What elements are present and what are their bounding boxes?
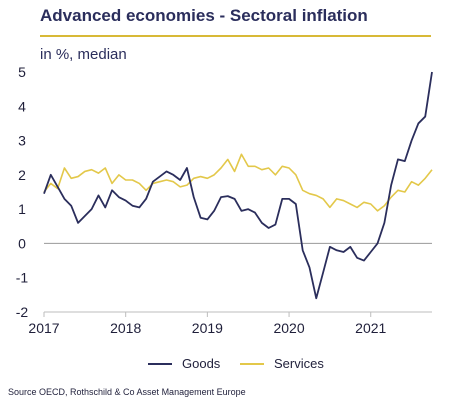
series-line-services [43,153,433,212]
y-tick-label: 0 [18,235,26,251]
legend-swatch-services [240,362,264,365]
legend-item-goods: Goods [148,356,220,371]
y-tick-label: 4 [18,98,26,114]
y-axis-ticks: 5 4 3 2 1 0 -1 -2 [16,64,29,320]
legend-label-services: Services [274,356,324,371]
x-tick-label: 2021 [355,320,386,336]
legend-item-services: Services [240,356,324,371]
legend-label-goods: Goods [182,356,221,371]
y-tick-label: 2 [18,167,26,183]
x-tick-label: 2020 [273,320,304,336]
source-note: Source OECD, Rothschild & Co Asset Manag… [8,387,246,397]
x-tick-label: 2017 [28,320,59,336]
y-tick-label: -1 [16,270,29,286]
y-tick-label: 3 [18,133,26,149]
legend-swatch-goods [148,362,172,365]
series-lines [43,71,433,300]
x-tick-label: 2018 [110,320,141,336]
title-underline [40,35,431,37]
y-tick-label: 1 [18,201,26,217]
x-axis-ticks: 2017 2018 2019 2020 2021 [28,312,387,336]
x-tick-label: 2019 [192,320,223,336]
y-tick-label: 5 [18,64,26,80]
chart-subtitle: in %, median [40,46,127,63]
y-tick-label: -2 [16,304,29,320]
legend: Goods Services [0,356,455,376]
chart-title: Advanced economies - Sectoral inflation [40,6,368,25]
series-line-goods [43,71,433,300]
